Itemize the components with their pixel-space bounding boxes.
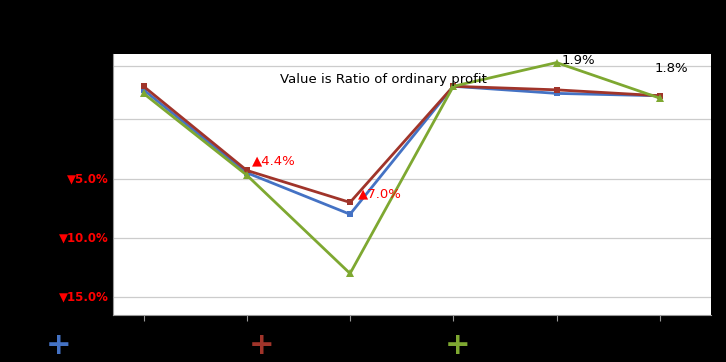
- Text: 1.8%: 1.8%: [655, 62, 688, 75]
- Text: ▼5.0%: ▼5.0%: [67, 172, 109, 185]
- Text: 1.9%: 1.9%: [562, 54, 595, 67]
- Text: ▼10.0%: ▼10.0%: [59, 231, 109, 244]
- Text: +: +: [45, 331, 71, 360]
- Text: ▲7.0%: ▲7.0%: [359, 188, 402, 201]
- Text: ▲4.4%: ▲4.4%: [252, 155, 295, 168]
- Text: +: +: [444, 331, 470, 360]
- Text: ▼15.0%: ▼15.0%: [59, 291, 109, 304]
- Text: +: +: [248, 331, 274, 360]
- Text: Value is Ratio of ordinary profit: Value is Ratio of ordinary profit: [280, 72, 487, 85]
